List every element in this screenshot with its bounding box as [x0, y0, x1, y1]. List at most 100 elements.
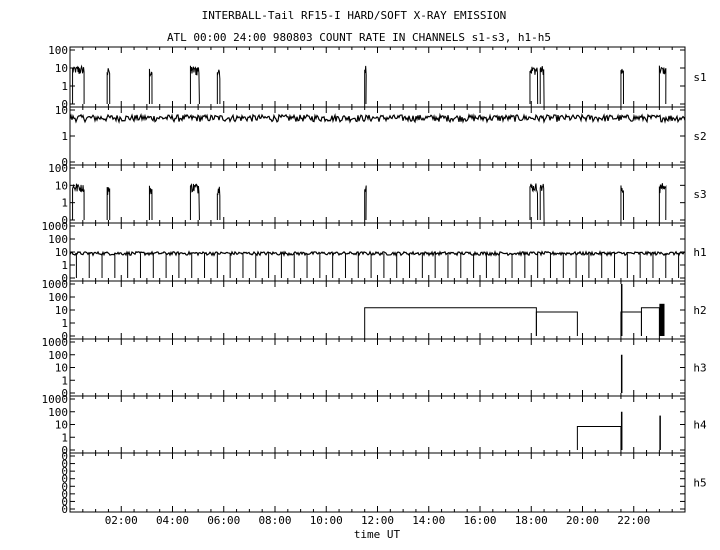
data-burst [364, 65, 367, 105]
channel-label: s2 [693, 130, 706, 143]
channel-label: h5 [693, 477, 706, 490]
y-tick-label: 0 [61, 458, 68, 471]
y-tick-label: 1 [61, 374, 68, 387]
y-tick-label: 1000 [42, 393, 69, 406]
y-tick-label: 0 [61, 330, 68, 343]
y-tick-label: 10 [55, 304, 68, 317]
y-tick-label: 1000 [42, 220, 69, 233]
panel-frame [69, 280, 686, 340]
data-burst [216, 69, 221, 105]
data-burst [106, 187, 111, 221]
y-tick-label: 1 [61, 130, 68, 143]
channel-label: s3 [693, 188, 706, 201]
x-tick-label: 10:00 [310, 514, 343, 527]
data-burst [148, 68, 153, 105]
data-burst [364, 185, 367, 221]
panel-frame [69, 164, 686, 224]
y-tick-label: 0 [61, 98, 68, 111]
data-burst [620, 68, 624, 105]
y-tick-label: 100 [48, 291, 68, 304]
x-tick-label: 22:00 [617, 514, 650, 527]
y-tick-label: 0 [61, 503, 68, 516]
y-tick-label: 1 [61, 431, 68, 444]
data-spike [659, 303, 665, 336]
data-burst [72, 183, 85, 221]
x-tick-label: 06:00 [207, 514, 240, 527]
y-tick-label: 100 [48, 349, 68, 362]
y-tick-label: 100 [48, 406, 68, 419]
y-tick-label: 100 [48, 44, 68, 57]
y-tick-label: 10 [55, 362, 68, 375]
y-tick-label: 0 [61, 387, 68, 400]
y-tick-label: 10 [55, 179, 68, 192]
y-tick-label: 1 [61, 317, 68, 330]
y-tick-label: 0 [61, 465, 68, 478]
y-tick-label: 0 [61, 488, 68, 501]
y-tick-label: 0 [61, 450, 68, 463]
data-step [620, 311, 642, 336]
chart-subtitle: ATL 00:00 24:00 980803 COUNT RATE IN CHA… [167, 31, 551, 44]
y-tick-label: 1 [61, 80, 68, 93]
data-burst [216, 186, 221, 221]
data-burst [72, 64, 85, 105]
x-tick-label: 20:00 [566, 514, 599, 527]
chart-title: INTERBALL-Tail RF15-I HARD/SOFT X-RAY EM… [202, 9, 507, 22]
y-tick-label: 10 [55, 419, 68, 432]
panel-frame [69, 452, 686, 513]
data-noise [69, 112, 686, 124]
data-step [640, 307, 660, 336]
channel-label: h3 [693, 362, 706, 375]
x-tick-label: 02:00 [105, 514, 138, 527]
data-burst [189, 183, 200, 221]
data-step [576, 425, 622, 450]
y-tick-label: 100 [48, 162, 68, 175]
data-burst [148, 185, 153, 221]
data-burst [658, 65, 667, 105]
data-spike [620, 284, 623, 336]
data-spike [659, 415, 661, 450]
data-burst [658, 183, 667, 221]
y-tick-label: 0 [61, 444, 68, 457]
y-tick-label: 0 [61, 272, 68, 285]
y-tick-label: 10 [55, 62, 68, 75]
panel-frame [69, 106, 686, 166]
x-tick-label: 16:00 [463, 514, 496, 527]
data-spike [620, 354, 623, 393]
data-noise [69, 249, 686, 258]
data-burst [189, 65, 200, 105]
x-tick-label: 14:00 [412, 514, 445, 527]
y-tick-label: 1 [61, 197, 68, 210]
y-tick-label: 0 [61, 156, 68, 169]
y-tick-label: 100 [48, 233, 68, 246]
y-tick-label: 1 [61, 259, 68, 272]
y-tick-label: 0 [61, 480, 68, 493]
x-tick-label: 12:00 [361, 514, 394, 527]
y-tick-label: 10 [55, 246, 68, 259]
channel-label: h4 [693, 419, 707, 432]
data-burst [106, 68, 111, 105]
x-tick-label: 08:00 [258, 514, 291, 527]
x-tick-label: 18:00 [515, 514, 548, 527]
data-burst [529, 66, 539, 105]
data-step [535, 311, 578, 336]
data-burst [539, 66, 545, 105]
y-tick-label: 1000 [42, 336, 69, 349]
y-tick-label: 10 [55, 104, 68, 117]
y-tick-label: 1000 [42, 278, 69, 291]
x-axis-label: time UT [354, 528, 401, 541]
channel-label: s1 [693, 71, 706, 84]
y-tick-label: 0 [61, 214, 68, 227]
x-axis: 02:00 04:00 06:00 08:00 10:00 12:00 14:00 16:00… [105, 514, 651, 527]
data-step [364, 307, 537, 336]
channel-label: h1 [693, 246, 706, 259]
x-tick-label: 04:00 [156, 514, 189, 527]
